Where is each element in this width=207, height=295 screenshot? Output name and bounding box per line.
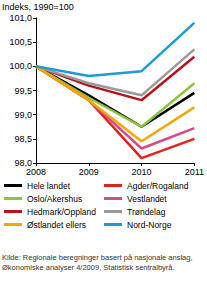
svg-text:Agder/Rogaland: Agder/Rogaland bbox=[127, 181, 189, 191]
svg-text:2009: 2009 bbox=[79, 167, 99, 177]
svg-text:Økonomiske analyser 4/2009, St: Økonomiske analyser 4/2009, Statistisk s… bbox=[2, 263, 175, 272]
svg-text:100,0: 100,0 bbox=[9, 61, 32, 71]
svg-text:Nord-Norge: Nord-Norge bbox=[127, 220, 172, 230]
svg-text:98,0: 98,0 bbox=[14, 158, 32, 168]
svg-text:99,0: 99,0 bbox=[14, 110, 32, 120]
svg-text:Hedmark/Oppland: Hedmark/Oppland bbox=[27, 207, 96, 217]
svg-text:Kilde: Regionale beregninger b: Kilde: Regionale beregninger basert på n… bbox=[2, 253, 195, 262]
svg-text:2010: 2010 bbox=[132, 167, 152, 177]
svg-text:100,5: 100,5 bbox=[9, 37, 32, 47]
svg-text:Indeks, 1990=100: Indeks, 1990=100 bbox=[2, 2, 74, 12]
svg-text:99,5: 99,5 bbox=[14, 86, 32, 96]
svg-text:98,5: 98,5 bbox=[14, 134, 32, 144]
svg-text:Oslo/Akershus: Oslo/Akershus bbox=[27, 194, 82, 204]
svg-text:101,0: 101,0 bbox=[9, 13, 32, 23]
svg-text:Trøndelag: Trøndelag bbox=[127, 207, 166, 217]
svg-text:2011: 2011 bbox=[185, 167, 204, 177]
svg-text:2008: 2008 bbox=[26, 167, 46, 177]
svg-text:Hele landet: Hele landet bbox=[27, 181, 71, 191]
svg-text:Vestlandet: Vestlandet bbox=[127, 194, 167, 204]
svg-text:Østlandet ellers: Østlandet ellers bbox=[27, 220, 86, 230]
